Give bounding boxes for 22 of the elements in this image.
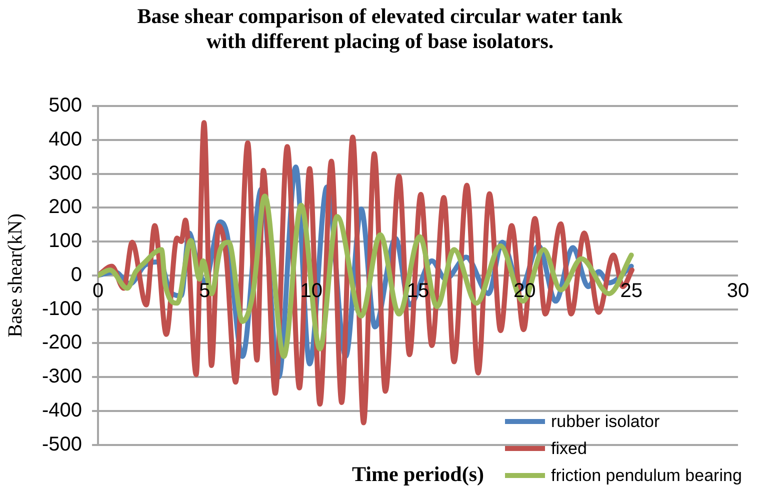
x-tick-label: 0 [92,280,104,302]
x-tick-label: 30 [726,280,750,302]
y-tick-label: 200 [48,196,82,218]
y-tick-label: 0 [70,264,82,286]
y-tick-label: -500 [42,433,82,456]
y-tick-label: -200 [42,332,82,354]
y-tick-label: 300 [48,162,82,184]
y-tick-label: 400 [48,128,82,150]
x-axis-title: Time period(s) [352,462,484,486]
legend-label: rubber isolator [551,412,660,432]
chart-title: Base shear comparison of elevated circular water tank with different placing of base isolators. [136,3,624,55]
x-tick-label: 5 [199,280,210,302]
y-tick-label: -400 [42,399,82,422]
y-tick-label: -100 [42,298,82,320]
legend-label: fixed [551,438,587,458]
x-tick-label: 25 [620,280,642,302]
legend-label: friction pendulum bearing [551,466,742,486]
y-tick-label: 100 [48,230,82,252]
y-axis-title: Base shear(kN) [4,213,26,338]
y-tick-label: -300 [42,366,82,388]
y-tick-label: 500 [48,94,82,117]
x-tick-label: 15 [406,280,430,302]
